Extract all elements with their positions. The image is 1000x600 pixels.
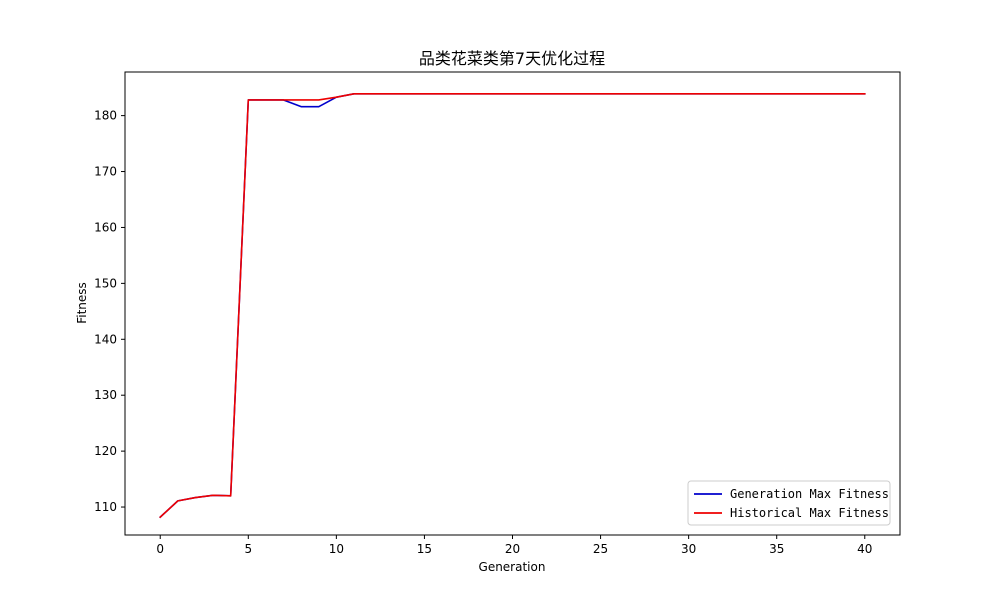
- plot-frame: [124, 71, 901, 536]
- x-tick-label: 5: [244, 542, 252, 556]
- x-tick-label: 20: [505, 542, 520, 556]
- y-tick-label: 110: [94, 500, 117, 514]
- x-tick-label: 0: [156, 542, 164, 556]
- x-tick-label: 30: [681, 542, 696, 556]
- legend: Generation Max Fitness Historical Max Fit…: [687, 480, 891, 526]
- legend-label: Generation Max Fitness: [730, 487, 889, 501]
- axes-layer: 0 5 10 15 20 25 30 35 40 110 120 130 140 150 160 170 180: [94, 71, 901, 556]
- y-tick-label: 160: [94, 220, 117, 234]
- x-axis-label: Generation: [479, 560, 546, 574]
- y-tick-label: 170: [94, 165, 117, 179]
- legend-box: [687, 480, 891, 526]
- series-layer: [159, 93, 866, 519]
- x-tick-label: 40: [857, 542, 872, 556]
- y-tick-label: 150: [94, 276, 117, 290]
- y-tick-label: 130: [94, 388, 117, 402]
- y-tick-label: 140: [94, 332, 117, 346]
- y-axis-label: Fitness: [75, 282, 89, 324]
- x-tick-label: 10: [329, 542, 344, 556]
- legend-label: Historical Max Fitness: [730, 506, 889, 520]
- y-tick-label: 120: [94, 444, 117, 458]
- series-line-generation-max-fitness: [159, 93, 866, 519]
- x-tick-label: 35: [769, 542, 784, 556]
- y-tick-label: 180: [94, 109, 117, 123]
- series-line-historical-max-fitness: [159, 93, 866, 519]
- chart-title: 品类花菜类第7天优化过程: [419, 49, 605, 68]
- x-tick-label: 25: [593, 542, 608, 556]
- x-tick-label: 15: [417, 542, 432, 556]
